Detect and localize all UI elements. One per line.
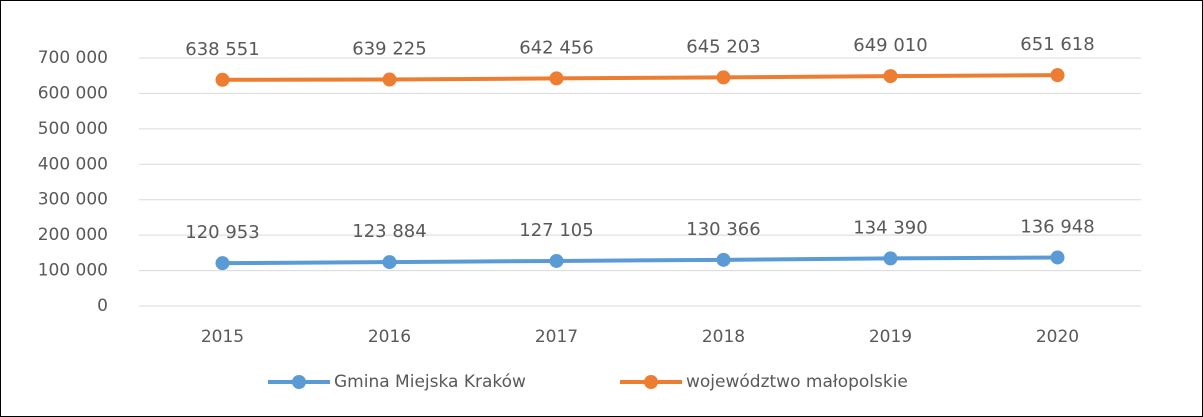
x-tick-label: 2015 xyxy=(201,327,244,347)
data-point xyxy=(883,251,898,266)
data-label: 130 366 xyxy=(686,219,760,240)
x-tick-label: 2017 xyxy=(535,327,578,347)
data-label: 651 618 xyxy=(1020,34,1094,55)
legend-marker xyxy=(292,375,306,389)
data-point xyxy=(215,256,230,271)
x-tick-label: 2020 xyxy=(1036,327,1079,347)
data-label: 639 225 xyxy=(352,39,426,60)
y-tick-label: 600 000 xyxy=(38,83,108,103)
data-point xyxy=(716,70,731,85)
data-point xyxy=(382,72,397,87)
data-label: 134 390 xyxy=(853,217,927,238)
data-point xyxy=(549,253,564,268)
data-point xyxy=(883,69,898,84)
data-label: 638 551 xyxy=(185,39,259,60)
legend-marker xyxy=(644,375,658,389)
data-label: 645 203 xyxy=(686,36,760,57)
y-tick-label: 400 000 xyxy=(38,154,108,174)
series-line xyxy=(220,255,1060,266)
legend-label: województwo małopolskie xyxy=(686,372,908,392)
data-label: 649 010 xyxy=(853,35,927,56)
legend-label: Gmina Miejska Kraków xyxy=(334,372,526,392)
y-tick-label: 700 000 xyxy=(38,48,108,68)
y-tick-label: 0 xyxy=(97,296,108,316)
data-point xyxy=(716,252,731,267)
x-tick-label: 2016 xyxy=(368,327,411,347)
data-label: 136 948 xyxy=(1020,216,1094,237)
data-point xyxy=(215,72,230,87)
data-point xyxy=(382,255,397,270)
x-tick-label: 2019 xyxy=(869,327,912,347)
series-line xyxy=(220,73,1060,82)
y-tick-label: 500 000 xyxy=(38,119,108,139)
data-point xyxy=(1050,68,1065,83)
data-point xyxy=(1050,250,1065,265)
data-label: 127 105 xyxy=(519,220,593,241)
x-tick-label: 2018 xyxy=(702,327,745,347)
y-tick-label: 300 000 xyxy=(38,190,108,210)
data-label: 642 456 xyxy=(519,37,593,58)
data-label: 123 884 xyxy=(352,221,426,242)
data-label: 120 953 xyxy=(185,222,259,243)
y-tick-label: 100 000 xyxy=(38,261,108,281)
data-point xyxy=(549,71,564,86)
y-tick-label: 200 000 xyxy=(38,225,108,245)
